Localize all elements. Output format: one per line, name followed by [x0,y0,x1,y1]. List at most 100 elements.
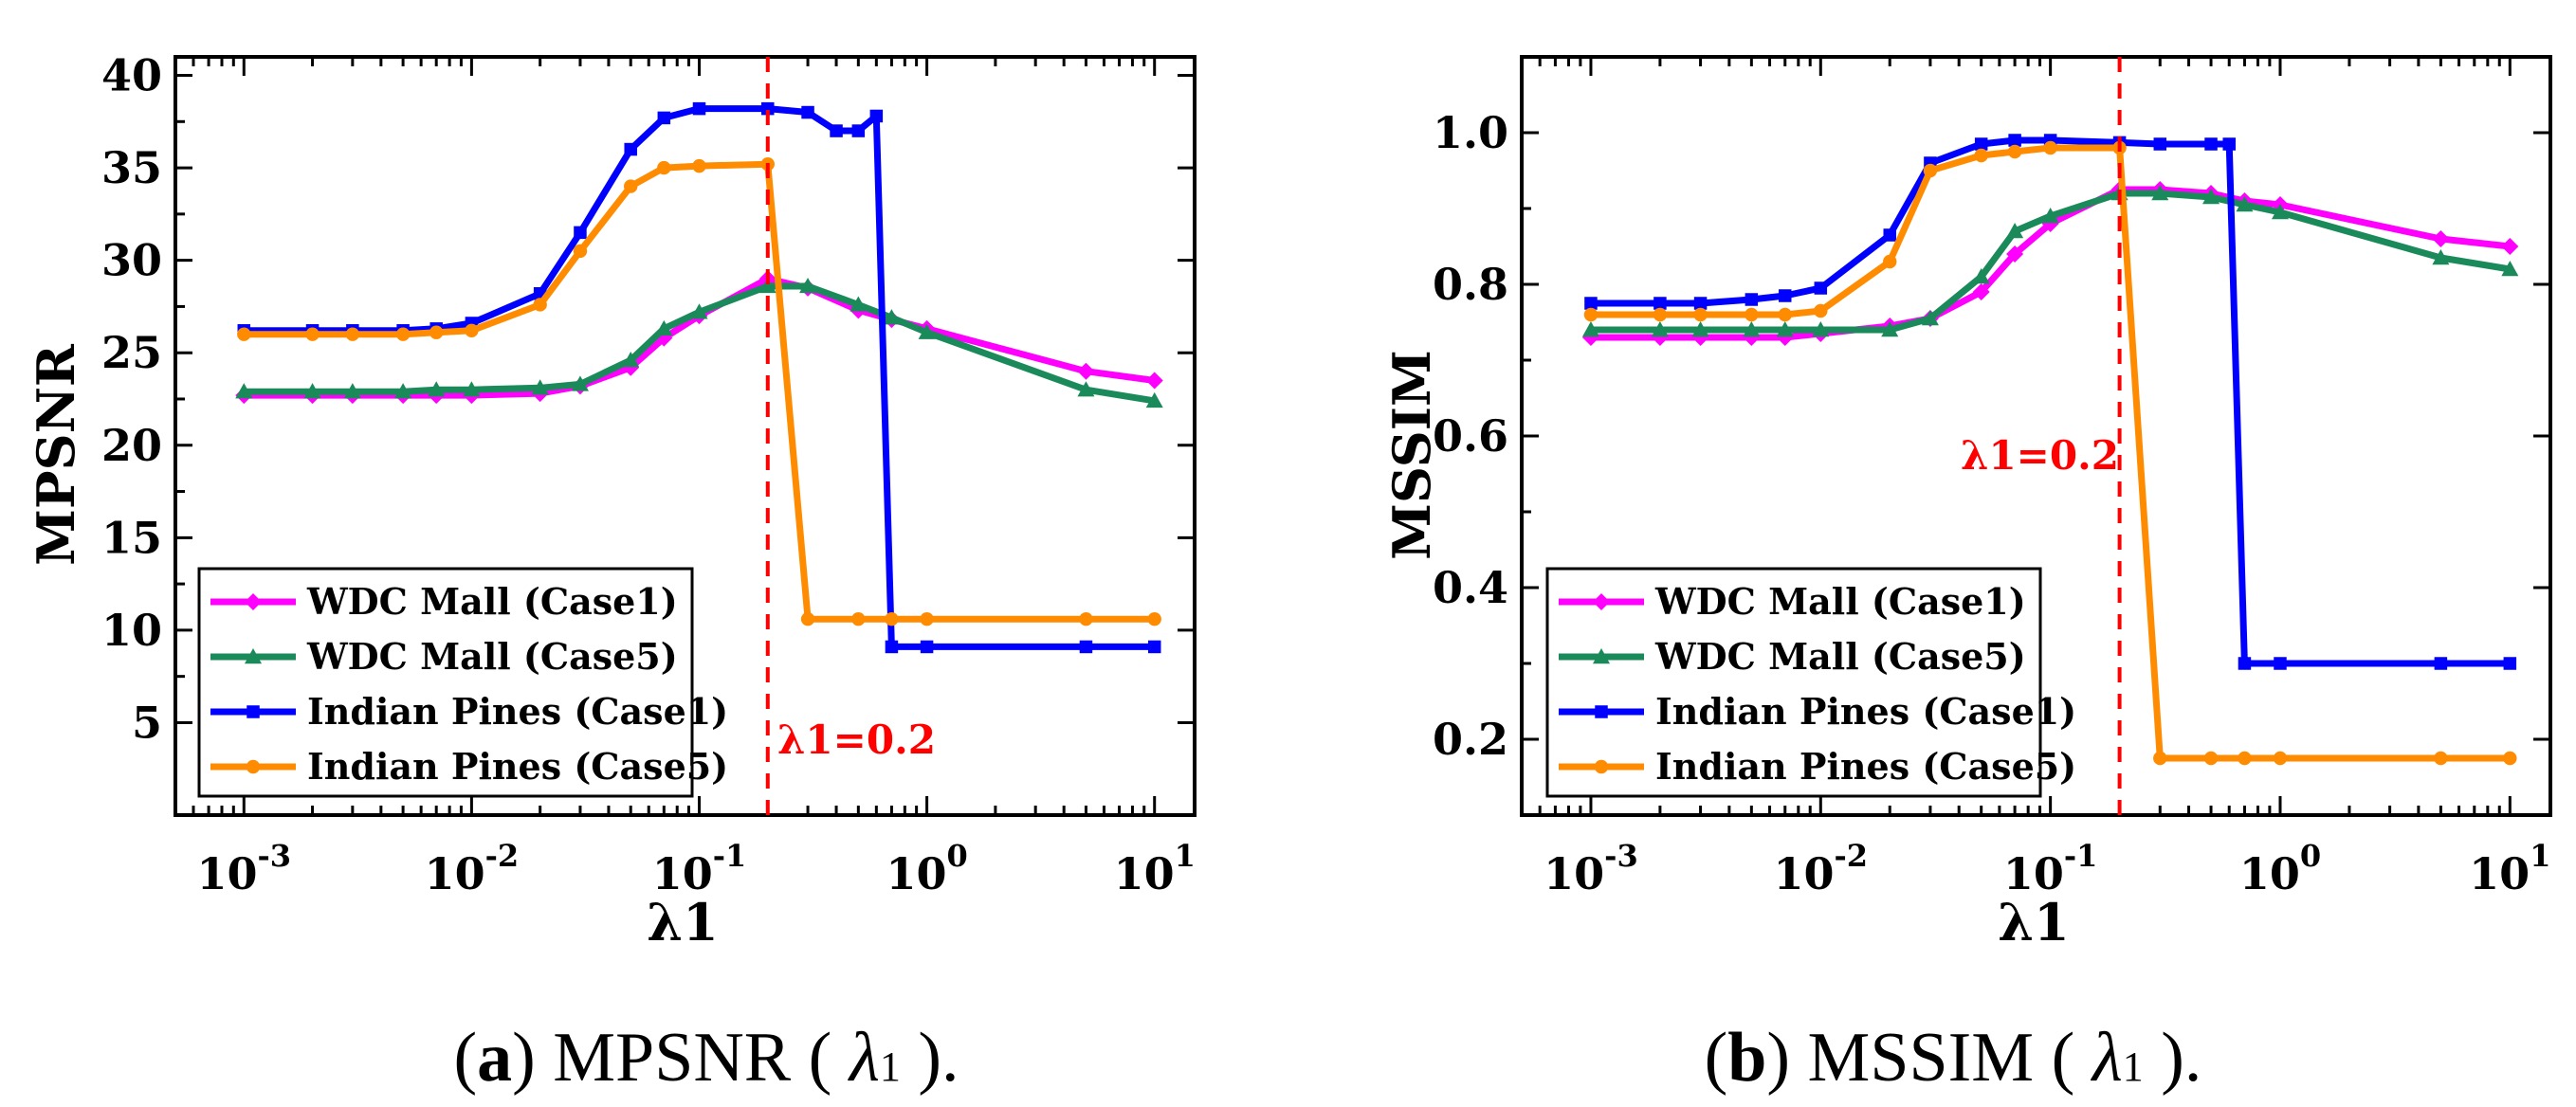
data-point [1778,307,1792,322]
data-point [533,298,547,312]
data-point [2271,204,2289,220]
data-point [235,383,253,399]
series-line [244,282,1156,405]
data-point [1145,372,1163,390]
legend: WDC Mall (Case1) WDC Mall (Case5) Indian P… [1545,567,2076,798]
data-point [2434,657,2448,670]
data-point [851,611,866,626]
y-axis-title: MPSNR [26,343,86,566]
data-point [245,593,262,610]
data-point [624,142,637,156]
data-point [1584,297,1598,310]
data-point [2274,657,2287,670]
data-point [2432,230,2450,247]
y-tick-label: 0.4 [1433,562,1508,613]
data-point [2006,223,2024,239]
lambda-subscript: 1 [880,1043,901,1090]
plot-frame [174,55,1197,817]
data-point [2238,657,2252,670]
data-point [1972,268,1990,284]
data-point [1691,321,1709,337]
data-point [690,303,708,319]
caption-b: (b) MSSIM ( λ1 ). [1705,1019,2202,1097]
legend-label: WDC Mall (Case1) [1654,580,2026,623]
data-point [1923,163,1938,178]
caption-a: (a) MPSNR ( λ1 ). [453,1019,959,1097]
reference-label: λ1=0.2 [777,717,936,763]
data-point [1812,321,1830,337]
series-line [244,105,1155,650]
data-point [395,327,411,341]
data-point [918,323,936,339]
x-tick-label: 10-2 [1774,838,1869,899]
series-indian-pines-case1 [1584,134,2517,670]
data-point [1776,321,1794,337]
series-wdc-mall-case5 [1581,185,2519,337]
legend-label: Indian Pines (Case1) [307,690,728,733]
series-wdc-mall-case1 [1581,181,2519,346]
data-point [1651,321,1669,337]
data-point [303,383,321,399]
lambda-subscript: 1 [2123,1043,2144,1090]
x-tick-label: 10-3 [1544,838,1638,899]
y-tick-label: 25 [101,327,162,378]
data-point [885,611,899,626]
data-point [429,325,444,339]
data-point [2501,238,2519,255]
data-point [2222,137,2236,151]
y-tick-label: 1.0 [1433,107,1508,158]
data-point [1883,254,1897,269]
legend-label: WDC Mall (Case5) [1654,635,2026,678]
data-point [1693,297,1708,310]
data-point [1743,321,1761,337]
data-point [1974,148,1988,163]
x-tick-label: 10-3 [196,838,291,899]
legend-label: Indian Pines (Case1) [1655,690,2076,733]
legend-box [1545,567,2042,798]
data-point [1079,611,1093,626]
x-tick-label: 101 [1114,838,1196,899]
x-axis-title: λ1 [1998,892,2069,953]
data-point [2204,137,2218,151]
y-axis-title: MSSIM [1381,350,1442,560]
data-point [1693,307,1708,322]
data-point [394,383,412,399]
data-point [2432,249,2450,265]
y-tick-label: 10 [101,605,162,656]
data-point [799,277,817,294]
data-point [2273,751,2288,766]
data-point [343,383,361,399]
data-point [920,640,934,654]
legend-label: Indian Pines (Case5) [307,745,728,788]
y-tick-label: 35 [101,142,162,193]
y-tick-label: 0.6 [1433,410,1508,462]
x-tick-label: 10-2 [425,838,520,899]
data-point [657,160,671,175]
caption-letter: b [1727,1019,1766,1097]
series-indian-pines-case5 [1583,140,2517,766]
data-point [622,352,640,368]
data-point [2151,185,2169,201]
data-point [657,111,671,125]
data-point [531,379,549,395]
panel-mssim: MSSIM λ1 10-3 10-2 10-1 100 101 0.2 0.4 0.6 0.8 1… [1381,55,2552,953]
data-point [2043,140,2057,155]
data-point [428,381,446,397]
panel-mpsnr: MPSNR λ1 10-3 10-2 10-1 100 1015101520253035… [26,50,1197,953]
data-point [624,179,638,193]
data-point [758,277,776,294]
data-point [1921,310,1939,326]
data-point [246,759,261,774]
data-point [1881,321,1899,337]
data-point [1077,381,1095,397]
y-tick-label: 0.2 [1433,714,1508,765]
legend-label: WDC Mall (Case1) [306,580,678,623]
data-point [869,109,884,123]
legend-label: WDC Mall (Case5) [306,635,678,678]
x-tick-label: 100 [2239,838,2321,899]
data-point [1583,307,1599,322]
data-point [465,323,479,337]
data-point [851,124,866,137]
series-indian-pines-case5 [237,156,1161,626]
